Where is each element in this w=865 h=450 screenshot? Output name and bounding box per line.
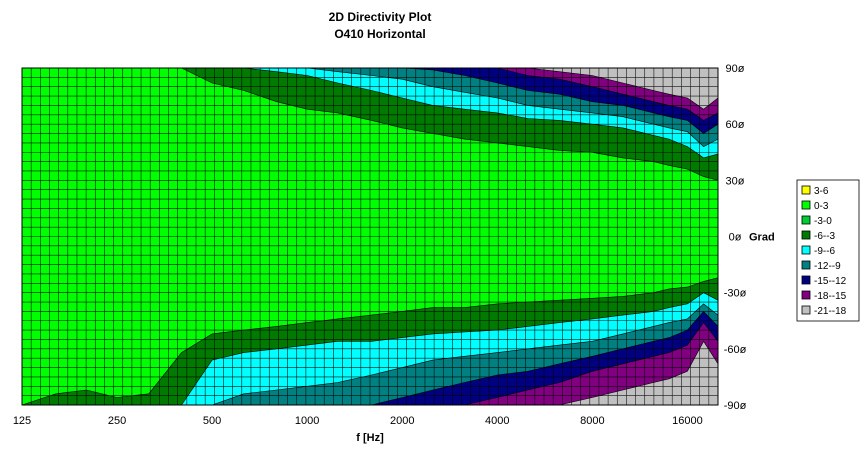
legend-label-0: 3-6 (814, 186, 829, 197)
legend-swatch-6 (801, 275, 811, 285)
plot-area (22, 68, 718, 405)
y-axis-label: Grad (749, 232, 775, 244)
grid (21, 67, 719, 406)
contour-band-top-minus12 (22, 67, 719, 134)
contour-band-bottom-minus3 (21, 277, 719, 406)
legend-label-1: 0-3 (814, 201, 829, 212)
contour-band-top-minus15 (22, 67, 719, 121)
legend-label-6: -15--12 (814, 276, 847, 287)
x-tick-label-4000: 4000 (485, 415, 509, 427)
legend-label-2: -3-0 (814, 216, 832, 227)
chart-title: 2D Directivity Plot (328, 10, 432, 24)
x-axis-label: f [Hz] (356, 432, 384, 444)
legend-swatch-7 (801, 290, 811, 300)
legend-box (796, 179, 860, 322)
x-tick-label-16000: 16000 (672, 415, 703, 427)
y-tick-label-90: 90ø (726, 63, 745, 75)
contour-band-bottom-minus9 (22, 303, 719, 406)
legend-label-7: -18--15 (814, 291, 847, 302)
y-tick-label-0: 0ø (729, 232, 742, 244)
legend-swatch-3 (801, 230, 811, 240)
x-tick-label-2000: 2000 (390, 415, 414, 427)
x-tick-label-125: 125 (13, 415, 31, 427)
legend-label-4: -9--6 (814, 246, 836, 257)
y-tick-label--30: -30ø (724, 288, 747, 300)
legend-label-8: -21--18 (814, 306, 847, 317)
legend-label-5: -12--9 (814, 261, 841, 272)
legend-swatch-2 (801, 215, 811, 225)
plot-border (21, 67, 719, 406)
y-tick-label-30: 30ø (726, 175, 745, 187)
legend-swatch-4 (801, 245, 811, 255)
legend-label-3: -6--3 (814, 231, 836, 242)
contour-band-bottom-minus12 (22, 310, 719, 406)
legend-swatch-5 (801, 260, 811, 270)
contour-band-top-minus9 (22, 67, 719, 147)
y-tick-label--60: -60ø (724, 344, 747, 356)
contour-band-bottom-minus18 (22, 340, 719, 406)
legend-swatch-8 (801, 305, 811, 315)
x-tick-label-500: 500 (203, 415, 221, 427)
x-tick-label-8000: 8000 (580, 415, 604, 427)
contour-band-bottom-minus15 (22, 322, 719, 406)
contour-band-top-minus3 (22, 67, 719, 181)
y-tick-label-60: 60ø (726, 119, 745, 131)
x-tick-label-1000: 1000 (295, 415, 319, 427)
y-tick-label--90: -90ø (724, 400, 747, 412)
legend-swatch-1 (801, 200, 811, 210)
legend-swatch-0 (801, 185, 811, 195)
x-tick-label-250: 250 (108, 415, 126, 427)
contour-band-top-minus6 (22, 67, 719, 159)
contour-band-bottom-minus6 (22, 292, 719, 406)
contour-band-top-minus18 (22, 67, 719, 110)
chart-subtitle: O410 Horizontal (334, 27, 426, 41)
